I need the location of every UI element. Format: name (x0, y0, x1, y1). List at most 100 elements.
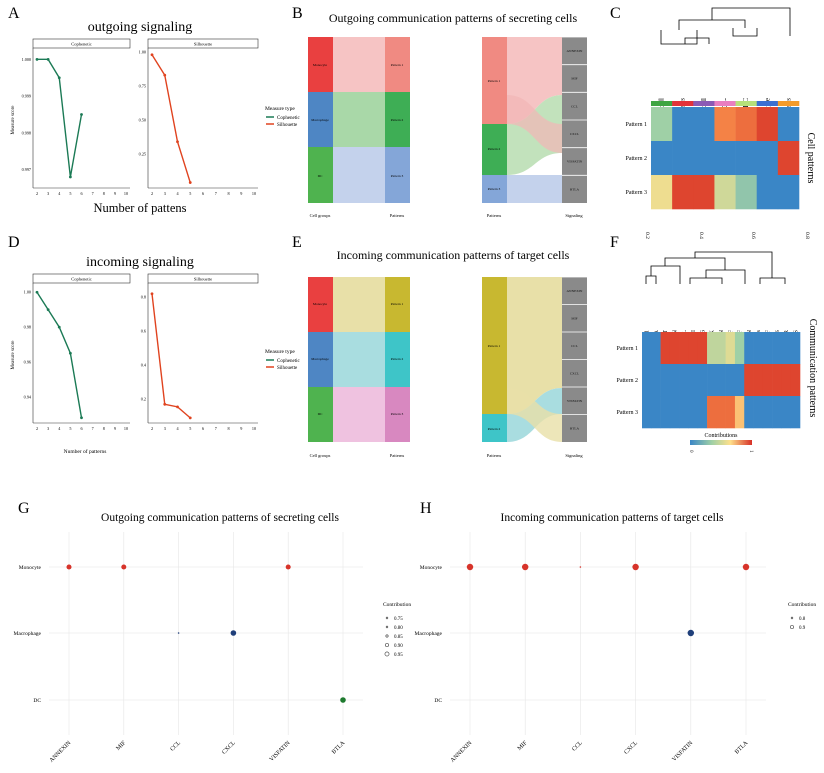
node-dc-label: DC (318, 174, 324, 178)
panel-c: B_cellT_cellsNK_cellPre-B_cell_CD34-DCMo… (626, 7, 816, 210)
heatmap-cell (651, 141, 673, 176)
node-pattern-1 (385, 37, 410, 92)
heatmap-cell (762, 396, 773, 429)
panel-f-heatmap: Pattern 1 Pattern 2 Pattern 3 (617, 332, 801, 429)
panel-d-xtick: 5 (69, 426, 71, 431)
heatmap-cell (693, 141, 715, 176)
panel-a-ytick: 0.75 (139, 84, 146, 89)
panel-a-xtick: 2 (151, 191, 153, 196)
heatmap-cell (651, 396, 661, 429)
panel-d-xtick: 9 (240, 426, 242, 431)
heatmap-cell (777, 141, 800, 176)
heatmap-cell (642, 364, 652, 397)
panel-d-xtick: 10 (124, 426, 128, 431)
panel-f-side-label: Communication patterns (807, 319, 818, 418)
panel-a-ytick: 0.997 (22, 167, 31, 172)
panel-f-dendrogram (645, 251, 786, 284)
panel-a-ytick: 1.000 (22, 57, 31, 62)
heatmap-cell (672, 107, 694, 142)
dotplot-legend-label: 0.95 (394, 653, 403, 658)
flow (333, 147, 385, 203)
node-pattern-2 (385, 332, 410, 387)
panel-d-point (188, 416, 192, 420)
dotplot-xtick: CCL (170, 740, 183, 753)
panel-d-strip-1 (147, 273, 259, 284)
panel-b-right-flows (507, 37, 562, 203)
signaling-node-label: CCL (571, 344, 578, 348)
dendrogram-branch (689, 277, 723, 284)
heatmap-cell (693, 175, 715, 210)
panel-a-ytick: 0.25 (139, 152, 146, 157)
panel-a-xtick: 7 (215, 191, 217, 196)
panel-d-ytick: 0.2 (141, 397, 146, 402)
panel-letter-d: D (8, 234, 20, 251)
panel-e: Incoming communication patterns of targe… (308, 248, 587, 458)
node-pattern-3-label: Pattern 3 (391, 412, 404, 416)
heatmap-row-label: Pattern 1 (626, 122, 648, 128)
node-monocyte (308, 37, 333, 92)
node-macrophage (308, 92, 333, 147)
heatmap-cell (716, 396, 726, 429)
dotplot-legend-key (385, 616, 389, 620)
dendrogram-branch (660, 30, 698, 45)
panel-a-xtick: 3 (47, 191, 49, 196)
node-pattern-3 (385, 387, 410, 442)
panel-a-point (57, 76, 61, 80)
panel-d-point (176, 405, 179, 409)
flow (507, 388, 562, 442)
dotplot-legend-key (790, 616, 794, 620)
heatmap-cell (790, 396, 801, 429)
panel-e-right-flows (507, 277, 562, 442)
node-pattern-1 (482, 37, 507, 124)
heatmap-cell (735, 107, 758, 142)
heatmap-cell (725, 364, 736, 397)
flow (507, 175, 562, 203)
heatmap-cell (707, 332, 717, 365)
panel-a-legend-title: Measure type (265, 106, 295, 112)
dotplot-xtick: CXCL (623, 740, 639, 756)
panel-letter-e: E (292, 234, 302, 251)
panel-a-xtick: 5 (69, 191, 71, 196)
panel-f-colorbar-title: Contributions (704, 433, 738, 439)
dotplot-ytick: DC (434, 698, 442, 704)
heatmap-cell (651, 332, 661, 365)
heatmap-cell (679, 332, 689, 365)
panel-letter-g: G (18, 500, 30, 517)
panel-d-point (163, 402, 167, 406)
heatmap-cell (777, 175, 800, 210)
heatmap-cell (642, 332, 652, 365)
heatmap-cell (734, 332, 745, 365)
heatmap-cell (790, 364, 801, 397)
heatmap-cell (756, 107, 779, 142)
dendrogram-scale-tick: 0.8 (804, 232, 810, 239)
panel-d-xtick: 6 (202, 426, 204, 431)
dotplot-point (742, 563, 750, 571)
heatmap-cell (716, 364, 726, 397)
dotplot-ytick: DC (33, 698, 41, 704)
panel-a-xtick: 4 (176, 191, 179, 196)
panel-a-point (80, 113, 83, 116)
signaling-node-label: ANNEXIN (567, 49, 583, 53)
dendrogram-branch (759, 277, 786, 284)
panel-d-xlabel: Number of patterns (64, 448, 107, 455)
heatmap-cell (660, 364, 671, 397)
heatmap-cell (669, 396, 680, 429)
panel-b-title: Outgoing communication patterns of secre… (329, 11, 578, 25)
panel-d-strip-label: Cophenetic (71, 277, 92, 282)
dendrogram-branch (711, 7, 791, 36)
heatmap-cell (734, 396, 745, 429)
dendrogram-scale-tick: 0.2 (644, 232, 650, 239)
panel-a-xtick: 3 (164, 191, 166, 196)
heatmap-cell (672, 175, 694, 210)
heatmap-cell (642, 396, 652, 429)
node-pattern-2 (482, 124, 507, 175)
panel-e-axis-patterns-right: Patterns (487, 453, 502, 458)
dotplot-xtick: MIF (115, 740, 127, 752)
dotplot-legend-label: 0.8 (799, 617, 806, 622)
heatmap-cell (660, 332, 671, 365)
dotplot-point (121, 564, 127, 570)
flow (333, 37, 385, 92)
heatmap-cell (707, 396, 717, 429)
panel-b-left-flows (333, 37, 385, 203)
panel-d-xtick: 3 (164, 426, 166, 431)
